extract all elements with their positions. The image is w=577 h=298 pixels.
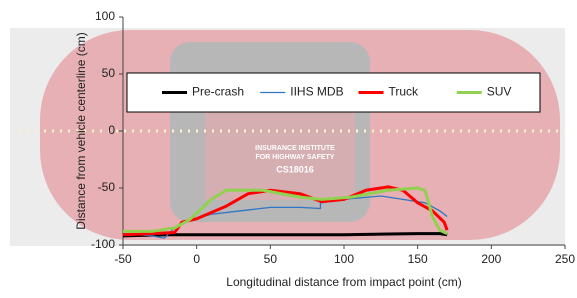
x-tick-label: 150 <box>408 252 428 266</box>
x-tick-label: 200 <box>481 252 501 266</box>
legend-label: Truck <box>389 85 420 99</box>
legend-label: Pre-crash <box>192 85 244 99</box>
y-tick-label: 50 <box>102 66 116 80</box>
legend-label: IIHS MDB <box>290 85 343 99</box>
y-tick-label: -100 <box>91 237 115 251</box>
y-tick-label: 100 <box>95 9 115 23</box>
photo-text: FOR HIGHWAY SAFETY <box>256 154 335 161</box>
y-tick-label: 0 <box>108 123 115 137</box>
x-tick-label: -50 <box>114 252 132 266</box>
x-axis-title: Longitudinal distance from impact point … <box>226 275 461 289</box>
legend-label: SUV <box>487 85 512 99</box>
photo-text: INSURANCE INSTITUTE <box>255 145 335 152</box>
y-axis-title: Distance from vehicle centerline (cm) <box>74 32 88 229</box>
chart: INSURANCE INSTITUTE FOR HIGHWAY SAFETY C… <box>0 0 577 293</box>
x-tick-label: 250 <box>555 252 575 266</box>
x-tick-label: 50 <box>264 252 278 266</box>
background-photo <box>10 28 565 246</box>
photo-text: CS18016 <box>276 164 314 174</box>
y-tick-label: -50 <box>98 180 116 194</box>
x-tick-label: 0 <box>193 252 200 266</box>
x-tick-label: 100 <box>334 252 354 266</box>
